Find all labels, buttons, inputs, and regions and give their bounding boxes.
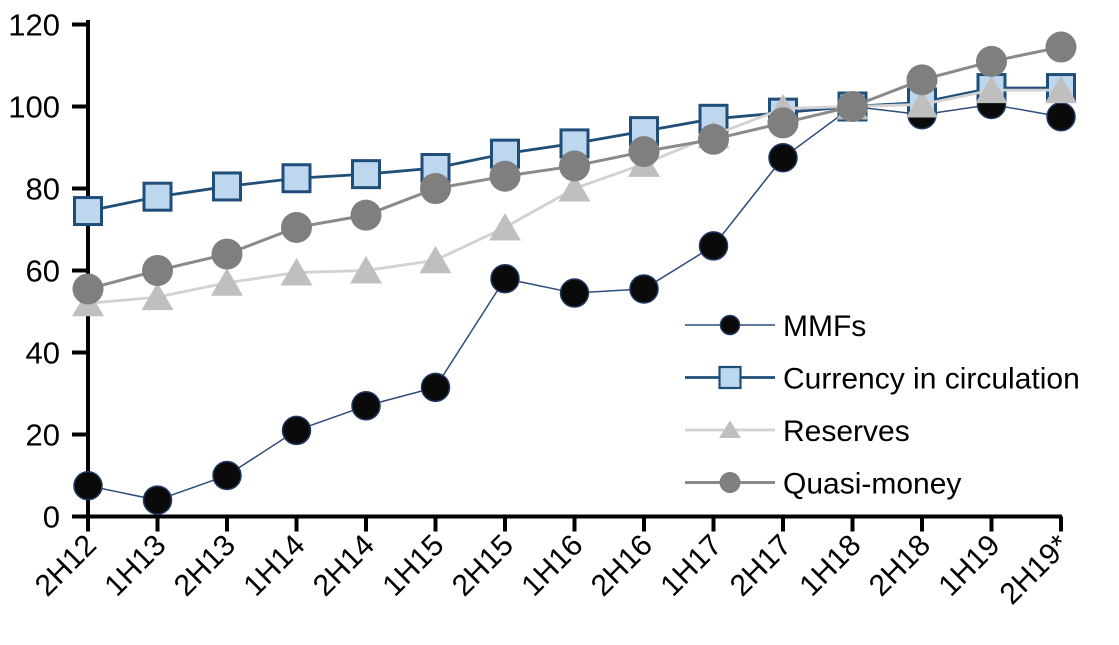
- data-point-marker: [1046, 102, 1076, 132]
- y-tick-label: 0: [43, 500, 60, 535]
- data-point-marker: [420, 173, 451, 204]
- data-point-marker: [906, 89, 938, 118]
- data-point-marker: [350, 256, 382, 284]
- data-point-marker: [212, 460, 242, 491]
- legend: MMFs Currency in circulation Reserves Quasi…: [685, 310, 1080, 501]
- data-point-marker: [906, 64, 938, 96]
- data-point-marker: [211, 268, 243, 296]
- y-tick-label: 40: [26, 336, 60, 371]
- data-point-marker: [698, 231, 729, 261]
- data-point-marker: [1045, 75, 1077, 104]
- legend-label: MMFs: [783, 310, 866, 343]
- legend-marker: [718, 365, 742, 390]
- data-point-marker: [489, 212, 521, 241]
- data-point-marker: [976, 45, 1007, 77]
- legend-label: Currency in circulation: [783, 363, 1080, 396]
- data-point-marker: [419, 245, 452, 274]
- data-point-marker: [559, 278, 590, 308]
- data-point-marker: [768, 143, 798, 173]
- data-point-marker: [559, 150, 590, 182]
- data-point-marker: [350, 199, 382, 231]
- legend-marker: [719, 472, 741, 493]
- data-point-marker: [1045, 31, 1077, 63]
- data-point-marker: [767, 107, 799, 139]
- legend-item: MMFs: [685, 310, 866, 343]
- data-point-marker: [351, 391, 381, 421]
- data-point-marker: [558, 174, 591, 202]
- legend-label: Quasi-money: [783, 468, 961, 501]
- data-point-marker: [837, 91, 868, 122]
- y-tick-label: 60: [26, 254, 60, 289]
- legend-marker: [719, 420, 741, 438]
- data-point-marker: [351, 159, 381, 190]
- data-point-marker: [698, 123, 729, 155]
- data-point-marker: [141, 282, 174, 311]
- legend-label: Reserves: [783, 415, 910, 448]
- legend-marker: [719, 314, 741, 336]
- y-tick-label: 80: [26, 172, 60, 207]
- data-point-marker: [281, 163, 312, 194]
- data-point-marker: [72, 273, 104, 305]
- data-point-marker: [280, 258, 313, 286]
- y-tick-label: 120: [8, 8, 60, 43]
- series-quasi-money: [72, 31, 1077, 305]
- legend-item: Reserves: [685, 415, 910, 448]
- data-point-marker: [489, 160, 521, 192]
- y-tick-label: 20: [26, 418, 60, 453]
- data-point-marker: [281, 211, 312, 243]
- y-tick-label: 100: [8, 90, 60, 125]
- data-point-marker: [212, 171, 242, 202]
- data-point-marker: [629, 274, 659, 304]
- data-point-marker: [628, 136, 660, 168]
- legend-item: Quasi-money: [685, 468, 961, 501]
- data-point-marker: [142, 485, 173, 515]
- data-point-marker: [142, 181, 173, 212]
- data-point-marker: [975, 75, 1008, 104]
- data-point-marker: [73, 196, 103, 227]
- legend-item: Currency in circulation: [685, 363, 1080, 396]
- data-point-marker: [211, 238, 243, 270]
- data-point-marker: [490, 263, 520, 294]
- data-point-marker: [420, 372, 451, 403]
- data-point-marker: [73, 471, 103, 501]
- data-point-marker: [281, 415, 312, 446]
- data-point-marker: [142, 255, 173, 286]
